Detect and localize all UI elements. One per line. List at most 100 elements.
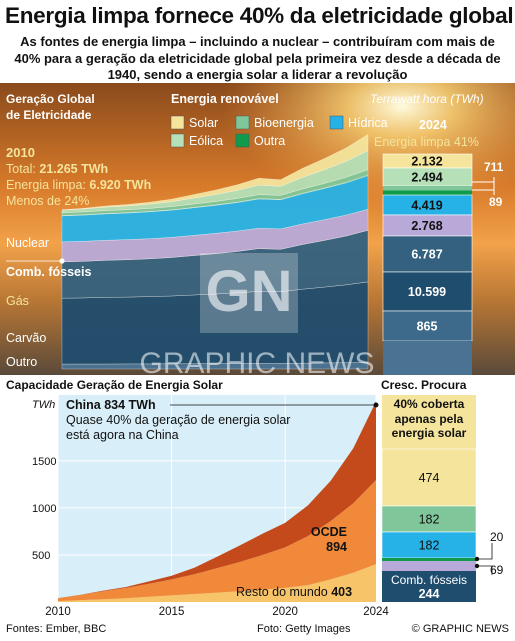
- solar-area-china: [58, 401, 376, 599]
- area-solar: [61, 134, 369, 211]
- clean-2024-label: Energia limpa 41%: [374, 135, 479, 149]
- legend-label-hidrica: Hídrica: [348, 116, 388, 130]
- legend-swatch-solar: [170, 115, 185, 130]
- footer: Fontes: Ember, BBC Foto: Getty Images © …: [0, 617, 515, 641]
- legend: Solar Bioenergia Hídrica Eólica Outra: [170, 115, 388, 148]
- side-label-gas: Gás: [6, 294, 29, 308]
- year-2024-label: 2024: [419, 118, 447, 132]
- demand-segment: [381, 505, 477, 533]
- page-title: Energia limpa fornece 40% da eletricidad…: [5, 3, 514, 28]
- solar-y-ticks: 500 1000 1500: [32, 456, 56, 562]
- demand-value: 182: [419, 513, 440, 527]
- demand-value: 182: [419, 539, 440, 553]
- callout-20-line: [477, 543, 493, 560]
- side-label-carvao: Carvão: [6, 331, 46, 345]
- x-tick-label: 2010: [45, 606, 71, 617]
- china-pointer-dot: [373, 402, 379, 408]
- china-label: China 834 TWh: [66, 398, 156, 412]
- ocde-name: OCDE: [311, 525, 347, 539]
- legend-label-bioenergia: Bioenergia: [254, 116, 314, 130]
- bar-2024-outro-fill: [383, 341, 472, 375]
- bar-2024-value: 2.768: [411, 219, 442, 233]
- solar-area-resto-do-mundo: [58, 564, 376, 602]
- gn-logo-text: GN: [206, 259, 293, 324]
- year-2010-label: 2010: [6, 145, 35, 160]
- callout-bioenergia-20: 20: [490, 530, 504, 544]
- photo-credit: Foto: Getty Images: [257, 623, 351, 635]
- bar-2024: 2.132 2.494 4.419 2.768 6.787 10.599 865: [382, 153, 473, 375]
- callout-nuclear-69: 69: [490, 563, 504, 577]
- demand-segment-nuclear: [382, 561, 476, 571]
- graphic-news-watermark-text: GRAPHIC NEWS: [139, 347, 374, 375]
- demand-fossil-label: Comb. fósseis: [391, 573, 467, 587]
- generation-title-line1: Geração Global: [6, 92, 95, 106]
- bar-2024-value: 865: [417, 320, 438, 334]
- legend-label-eolica: Eólica: [189, 134, 223, 148]
- page-subtitle: As fontes de energia limpa – incluindo a…: [14, 34, 501, 82]
- y-tick-label: 1500: [32, 456, 56, 468]
- legend-swatch-eolica: [170, 133, 185, 148]
- side-label-fossil: Comb. fósseis: [6, 265, 91, 279]
- legend-swatch-outra: [235, 133, 250, 148]
- side-label-outro: Outro: [6, 355, 37, 369]
- demand-segment: [381, 448, 477, 507]
- callout-outra-89: 89: [489, 195, 503, 209]
- demand-title: Cresc. Procura: [381, 378, 467, 392]
- y-tick-label: 500: [32, 550, 50, 562]
- x-tick-label: 2024: [363, 606, 389, 617]
- demand-note-text: 40% coberta apenas pela energia solar: [391, 397, 467, 440]
- solar-area-ocde: [58, 480, 376, 602]
- solar-area-series: [58, 401, 376, 602]
- bar-2024-value: 4.419: [411, 199, 442, 213]
- legend-label-outra: Outra: [254, 134, 285, 148]
- bar-2024-segment-outra: [383, 190, 472, 195]
- bar-2024-value: 2.132: [411, 155, 442, 169]
- gn-watermark: GN GRAPHIC NEWS: [139, 253, 375, 375]
- bar-2024-segment-bioenergia: [383, 186, 472, 191]
- x-tick-label: 2015: [159, 606, 185, 617]
- info-box-2010: 2010 Total: 21.265 TWh Energia limpa: 6.…: [6, 145, 151, 208]
- demand-segment-fossil: [382, 571, 476, 602]
- y-tick-label: 1000: [32, 503, 56, 515]
- legend-swatch-hidrica: [329, 115, 344, 130]
- ocde-value: 894: [326, 540, 347, 554]
- solar-x-ticks: 2010 2015 2020 2024: [45, 606, 389, 617]
- sources-text: Fontes: Ember, BBC: [6, 623, 107, 635]
- china-note: Quase 40% da geração de energia solar es…: [66, 413, 291, 442]
- callouts-2024: 711 89: [472, 160, 504, 209]
- legend-title: Energia renovável: [171, 92, 279, 106]
- callout-bioenergia-711: 711: [484, 160, 504, 174]
- legend-label-solar: Solar: [189, 116, 218, 130]
- demand-value: 474: [419, 471, 440, 485]
- rest-of-world-label: Resto do mundo 403: [236, 585, 352, 599]
- demand-segment-bioenergia: [382, 558, 476, 561]
- stacked-area-series: [61, 134, 369, 370]
- generation-chart: Geração Global de Eletricidade Terrawatt…: [0, 83, 515, 375]
- demand-note: 40% coberta apenas pela energia solar: [391, 397, 467, 440]
- generation-title-line2: de Eletricidade: [6, 108, 92, 122]
- bar-2024-value: 10.599: [408, 285, 446, 299]
- bar-2024-segment: [382, 310, 473, 342]
- note-2010-text: Menos de 24%: [6, 194, 89, 208]
- demand-callouts: 20 69: [474, 530, 504, 577]
- callout-89-bracket: [472, 185, 495, 195]
- solar-chart: 500 1000 1500 2010 2015 2020 2024 Capacidade …: [0, 375, 515, 617]
- unit-label: Terrawatt hora (TWh): [370, 92, 484, 106]
- total-2010-text: Total: 21.265 TWh: [6, 162, 108, 176]
- solar-title: Capacidade Geração de Energia Solar: [6, 378, 223, 392]
- china-note-text: Quase 40% da geração de energia solar es…: [66, 413, 291, 442]
- solar-y-unit: TWh: [32, 399, 55, 411]
- copyright: © GRAPHIC NEWS: [411, 623, 509, 635]
- bar-2024-value: 6.787: [411, 248, 442, 262]
- demand-fossil-value: 244: [419, 587, 440, 601]
- bar-2024-value: 2.494: [411, 171, 442, 185]
- clean-2010-text: Energia limpa: 6.920 TWh: [6, 178, 151, 192]
- legend-swatch-bioenergia: [235, 115, 250, 130]
- x-tick-label: 2020: [272, 606, 298, 617]
- demand-segment: [381, 531, 477, 559]
- callout-69-line: [477, 565, 493, 575]
- bar-2024-segment: [382, 271, 473, 312]
- gn-logo-box: [200, 253, 298, 333]
- side-label-nuclear: Nuclear: [6, 236, 49, 250]
